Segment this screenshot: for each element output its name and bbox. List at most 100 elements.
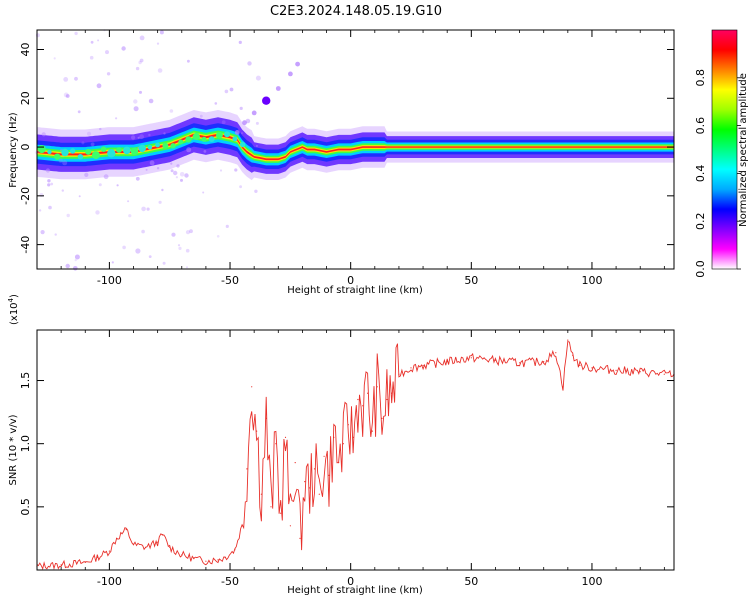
colorbar-gradient — [712, 30, 737, 269]
spectrogram-y-tick-label: -20 — [19, 187, 32, 205]
spectrogram-speckle — [176, 164, 180, 168]
spectrogram-speckle — [63, 77, 69, 82]
snr-x-tick-label: -50 — [221, 575, 239, 588]
ridge-blob — [130, 147, 139, 156]
ridge-blob — [37, 145, 46, 154]
spectrogram-speckle — [141, 229, 145, 234]
snr-data-point — [193, 558, 195, 560]
spectrogram-y-tick-label: -40 — [19, 236, 32, 254]
spectrogram-speckle — [158, 200, 162, 204]
spectrogram-speckle — [84, 172, 89, 177]
snr-data-point — [338, 462, 340, 464]
spectrogram-speckle — [175, 176, 178, 179]
ridge-blob — [61, 148, 69, 157]
spectrogram-speckle — [189, 229, 193, 234]
snr-marks — [36, 339, 675, 571]
spectrogram-speckle — [239, 185, 243, 189]
spectrogram-speckle — [255, 75, 261, 81]
spectrogram-x-tick-label: 100 — [581, 274, 602, 287]
snr-data-point — [663, 373, 665, 375]
figure-title: C2E3.2024.148.05.19.G10 — [270, 4, 442, 19]
spectrogram-speckle — [170, 162, 173, 165]
spectrogram-speckle — [202, 191, 205, 194]
ridge-blob — [178, 139, 184, 145]
spectrogram-speckle — [39, 193, 44, 197]
spectrogram-speckle — [74, 259, 77, 262]
spectrogram-y-tick-label: 0 — [19, 144, 32, 151]
snr-data-point — [284, 436, 287, 438]
spectrogram-x-tick-label: 0 — [347, 274, 354, 287]
ridge-blob — [201, 136, 207, 142]
snr-data-point — [251, 386, 253, 388]
spectrogram-spur-point — [251, 110, 257, 116]
snr-data-point — [181, 554, 183, 556]
spectrogram-y-axis-label: Frequency (Hz) — [8, 112, 19, 188]
snr-series-line — [36, 340, 675, 571]
spectrogram-speckle — [234, 168, 238, 172]
snr-data-point — [309, 487, 311, 489]
spectrogram-speckle — [159, 30, 164, 35]
spectrogram-speckle — [135, 66, 140, 71]
spectrogram-speckle — [163, 132, 166, 135]
spectrogram-speckle — [184, 173, 189, 178]
spectrogram-speckle — [103, 174, 109, 180]
snr-x-tick-label: 50 — [464, 575, 478, 588]
ridge-blob — [47, 149, 52, 155]
snr-data-point — [591, 367, 593, 369]
ridge-blob — [208, 136, 215, 143]
spectrogram-speckle — [135, 248, 141, 254]
ridge-blob — [224, 131, 231, 138]
spectrogram-speckle — [186, 147, 192, 153]
snr-data-point — [280, 512, 282, 514]
snr-data-point — [313, 468, 316, 470]
snr-data-point — [367, 392, 369, 394]
spectrogram-spur-point — [262, 96, 271, 105]
snr-data-point — [157, 541, 159, 543]
snr-x-tick-label: 0 — [347, 575, 354, 588]
snr-data-point — [555, 352, 557, 354]
spectrogram-speckle — [97, 39, 100, 42]
snr-data-point — [381, 417, 383, 419]
snr-y-axis-label: SNR (10 * v/v) — [8, 414, 19, 485]
snr-data-point — [116, 537, 118, 540]
spectrogram-speckle — [216, 235, 220, 238]
snr-x-axis-label: Height of straight line (km) — [287, 585, 423, 596]
ridge-blob — [138, 144, 146, 153]
snr-y-ticks: 0.5 1.0 1.5 — [19, 372, 674, 516]
snr-data-point — [125, 529, 127, 531]
snr-data-point — [132, 544, 135, 546]
spectrogram-speckle — [121, 46, 126, 51]
spectrogram-speckle — [170, 169, 174, 173]
snr-data-point — [347, 424, 349, 426]
colorbar-label: Normalized spectral amplitude — [738, 73, 749, 227]
spectrogram-spur-point — [275, 86, 281, 91]
spectrogram-spur-point — [234, 130, 240, 135]
spectrogram-speckle — [74, 254, 80, 260]
spectrogram-frame — [36, 29, 675, 270]
spectrogram-speckle — [50, 182, 54, 186]
snr-y-tick-label: 1.0 — [19, 435, 32, 453]
snr-data-point — [357, 398, 359, 401]
snr-data-point — [289, 525, 291, 527]
ridge-blob — [70, 148, 76, 154]
spectrogram-speckle — [173, 170, 178, 176]
snr-data-point — [470, 357, 472, 359]
snr-data-point — [265, 417, 267, 419]
spectrogram-speckle — [74, 76, 78, 81]
spectrogram-speckle — [40, 230, 45, 235]
snr-data-point — [241, 525, 243, 527]
spectrogram-speckle — [161, 188, 164, 192]
snr-data-point — [446, 361, 448, 363]
spectrogram-speckle — [128, 214, 132, 218]
snr-plot-area — [37, 330, 674, 570]
snr-scale-label: (x104) — [7, 294, 20, 325]
spectrogram-marks — [35, 29, 674, 271]
snr-data-point — [562, 386, 564, 388]
ridge-blob — [239, 141, 246, 148]
colorbar-tick-label: 0.0 — [694, 260, 707, 278]
spectrogram-speckle — [47, 179, 51, 183]
ridge-blob — [100, 146, 107, 152]
spectrogram-speckle — [180, 178, 183, 182]
spectrogram-x-tick-label: -100 — [97, 274, 122, 287]
spectrogram-speckle — [139, 35, 145, 41]
